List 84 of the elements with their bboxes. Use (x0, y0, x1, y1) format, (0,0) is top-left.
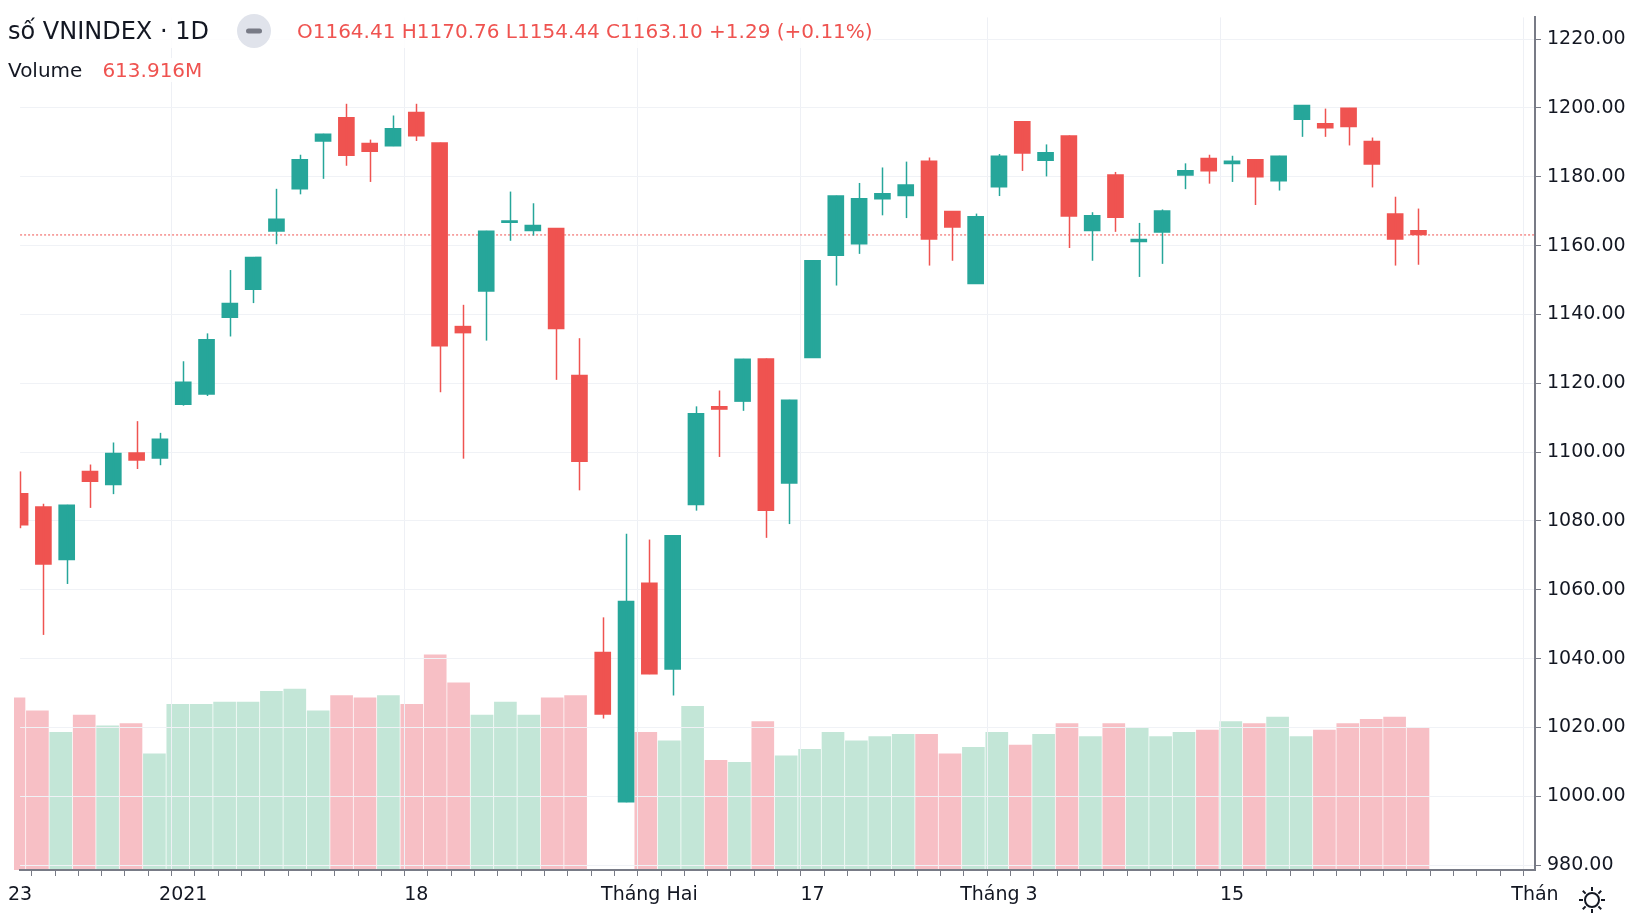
candlestick (291, 153, 309, 196)
x-tick-label: Thán (1510, 882, 1559, 905)
bar (1055, 723, 1079, 870)
candlestick (687, 405, 705, 512)
x-tick-label: 15 (1219, 882, 1245, 905)
y-tick-label: 1040.00 (1547, 645, 1626, 668)
bar (728, 762, 751, 870)
candlestick (151, 432, 169, 466)
y-tick-label: 980.00 (1547, 852, 1614, 875)
bar (1196, 729, 1219, 870)
candlestick (104, 441, 122, 495)
bar (1008, 744, 1032, 870)
y-tick-label: 1080.00 (1547, 507, 1626, 530)
candlestick (571, 337, 588, 492)
candlestick (1200, 153, 1218, 185)
x-tick-label: 23 (7, 882, 33, 905)
candlestick (1246, 158, 1264, 206)
y-tick-label: 1120.00 (1547, 370, 1626, 393)
y-tick-label: 1140.00 (1547, 301, 1626, 324)
candlestick (990, 153, 1008, 197)
candlestick (268, 188, 285, 245)
candlestick (35, 503, 52, 636)
bar (704, 759, 728, 870)
candlestick (198, 332, 215, 397)
chart-title: số VNINDEX · 1D (8, 17, 209, 45)
candlestick (897, 160, 915, 219)
candlestick (594, 616, 612, 720)
candlestick (1037, 143, 1054, 178)
candlestick (664, 534, 681, 697)
y-tick-label: 1160.00 (1547, 232, 1626, 255)
bar (377, 695, 400, 870)
bar (1242, 723, 1266, 870)
candlestick (710, 389, 728, 458)
x-tick-label: Tháng Hai (600, 882, 698, 905)
candlestick (1083, 211, 1101, 262)
bar (119, 723, 143, 870)
y-tick-label: 1100.00 (1547, 439, 1626, 462)
candlestick (734, 358, 751, 412)
candlestick (58, 504, 76, 585)
candlestick (314, 132, 332, 180)
x-tick-label: 18 (404, 882, 429, 905)
x-tick-label: 2021 (159, 882, 208, 905)
text: Volume (8, 58, 83, 82)
bar (96, 725, 119, 870)
candlestick (967, 212, 984, 285)
candlestick (780, 399, 798, 525)
candlestick (1013, 120, 1031, 172)
bar (1102, 723, 1126, 870)
candlestick (1316, 107, 1334, 138)
y-tick-label: 1180.00 (1547, 163, 1626, 186)
candlestick (804, 260, 821, 359)
candlestick (501, 190, 518, 242)
candlestick (1340, 107, 1357, 147)
candlestick (407, 103, 425, 142)
candlestick (338, 103, 355, 167)
candlestick (174, 360, 192, 407)
bar (72, 714, 96, 870)
y-tick-label: 1060.00 (1547, 576, 1626, 599)
candlestick (1270, 155, 1287, 192)
candlestick (617, 532, 635, 803)
candlestick (1107, 171, 1124, 233)
annotation: O1164.41 H1170.76 L1154.44 C1163.10 +1.29 (+0.11%) (296, 19, 873, 43)
candlestick (827, 194, 845, 287)
bar (1079, 736, 1102, 870)
candlestick (361, 138, 379, 183)
y-tick-label: 1020.00 (1547, 714, 1626, 737)
x-tick-label: Tháng 3 (959, 882, 1038, 905)
bar (1219, 721, 1243, 870)
x-tick-label: 17 (800, 882, 825, 905)
candlestick (641, 538, 658, 675)
y-tick-label: 1000.00 (1547, 783, 1626, 806)
candlestick (1153, 208, 1171, 265)
annotation: 613.916M (102, 58, 203, 82)
bar (751, 721, 775, 870)
candlestick (1363, 136, 1381, 189)
bar (49, 731, 73, 870)
candlestick (757, 357, 775, 539)
candlestick (1177, 162, 1194, 190)
bar (1032, 734, 1055, 870)
candlestick (128, 420, 145, 470)
candlestick (477, 230, 495, 342)
y-tick-label: 1220.00 (1547, 26, 1626, 49)
y-tick-label: 1200.00 (1547, 94, 1626, 117)
candlestick (850, 182, 868, 255)
